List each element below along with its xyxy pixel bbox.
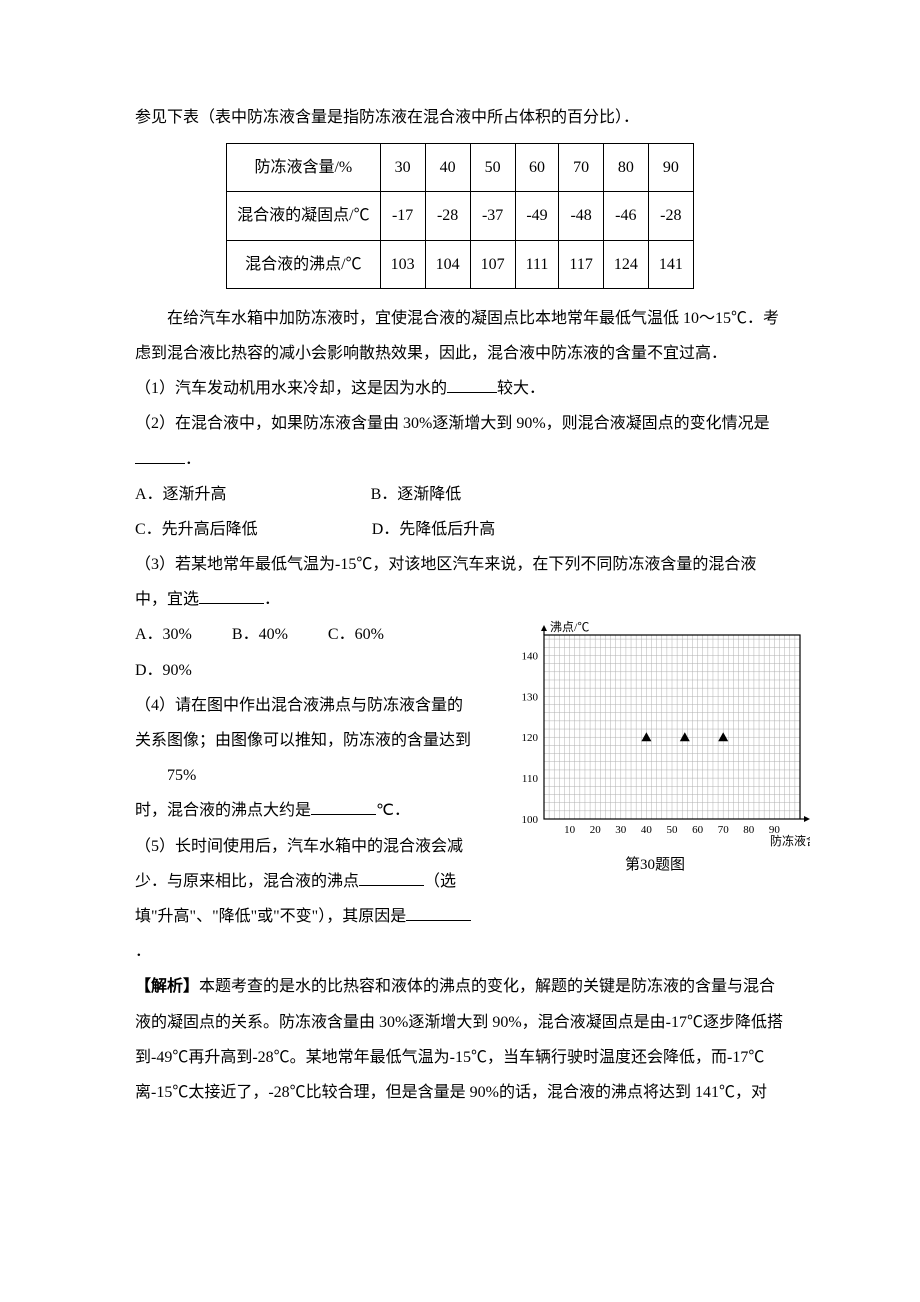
q3-options: A．30% B．40% C．60% D．90% bbox=[135, 617, 475, 687]
q1-text-b: 较大． bbox=[497, 380, 545, 397]
option-b[interactable]: B．40% bbox=[232, 617, 288, 652]
question-2: （2）在混合液中，如果防冻液含量由 30%逐渐增大到 90%，则混合液凝固点的变… bbox=[135, 406, 785, 476]
svg-text:40: 40 bbox=[641, 824, 653, 836]
q2-options-row1: A．逐渐升高 B．逐渐降低 bbox=[135, 477, 785, 512]
blank-fill[interactable] bbox=[406, 905, 471, 921]
svg-text:20: 20 bbox=[590, 824, 602, 836]
td: 111 bbox=[515, 240, 559, 288]
option-a[interactable]: A．30% bbox=[135, 617, 192, 652]
chart-figure: 102030405060708090100110120130140沸点/℃防冻液… bbox=[500, 617, 810, 882]
th: 70 bbox=[559, 144, 603, 192]
svg-text:防冻液含量/%: 防冻液含量/% bbox=[770, 833, 810, 847]
question-1: （1）汽车发动机用水来冷却，这是因为水的 较大． bbox=[135, 371, 785, 406]
svg-text:110: 110 bbox=[522, 774, 539, 786]
question-5a: （5）长时间使用后，汽车水箱中的混合液会减少．与原来相比，混合液的沸点（选填"升… bbox=[135, 829, 475, 970]
intro-text: 参见下表（表中防冻液含量是指防冻液在混合液中所占体积的百分比）． bbox=[135, 100, 785, 135]
svg-text:130: 130 bbox=[522, 692, 539, 704]
q3-text-b: ． bbox=[264, 591, 280, 608]
chart-svg: 102030405060708090100110120130140沸点/℃防冻液… bbox=[500, 617, 810, 847]
chart-text-wrap: 102030405060708090100110120130140沸点/℃防冻液… bbox=[135, 617, 785, 969]
svg-text:10: 10 bbox=[564, 824, 576, 836]
td: -48 bbox=[559, 192, 603, 240]
th: 防冻液含量/% bbox=[227, 144, 380, 192]
svg-text:60: 60 bbox=[692, 824, 704, 836]
svg-text:120: 120 bbox=[522, 733, 539, 745]
svg-text:140: 140 bbox=[522, 651, 539, 663]
td: -28 bbox=[648, 192, 693, 240]
blank-fill[interactable] bbox=[359, 870, 424, 886]
q5-text-c: ． bbox=[135, 943, 151, 960]
td: 141 bbox=[648, 240, 693, 288]
question-3: （3）若某地常年最低气温为-15℃，对该地区汽车来说，在下列不同防冻液含量的混合… bbox=[135, 547, 785, 617]
td: 103 bbox=[380, 240, 425, 288]
blank-fill[interactable] bbox=[135, 448, 185, 464]
th: 60 bbox=[515, 144, 559, 192]
blank-fill[interactable] bbox=[447, 377, 497, 393]
svg-text:80: 80 bbox=[743, 824, 755, 836]
q2-text-a: （2）在混合液中，如果防冻液含量由 30%逐渐增大到 90%，则混合液凝固点的变… bbox=[135, 415, 770, 432]
q2-text-b: ． bbox=[185, 451, 201, 468]
td: 104 bbox=[425, 240, 470, 288]
svg-text:50: 50 bbox=[667, 824, 679, 836]
antifreeze-table: 防冻液含量/% 30 40 50 60 70 80 90 混合液的凝固点/℃ -… bbox=[226, 143, 694, 289]
option-c[interactable]: C．60% bbox=[328, 617, 384, 652]
td: -37 bbox=[470, 192, 515, 240]
q1-text-a: （1）汽车发动机用水来冷却，这是因为水的 bbox=[135, 380, 447, 397]
option-c[interactable]: C．先升高后降低 bbox=[135, 512, 258, 547]
th: 50 bbox=[470, 144, 515, 192]
svg-text:100: 100 bbox=[522, 814, 539, 826]
td: -49 bbox=[515, 192, 559, 240]
question-4: （4）请在图中作出混合液沸点与防冻液含量的关系图像；由图像可以推知，防冻液的含量… bbox=[135, 688, 475, 758]
context-para: 在给汽车水箱中加防冻液时，宜使混合液的凝固点比本地常年最低气温低 10～15℃．… bbox=[135, 301, 785, 371]
td: -28 bbox=[425, 192, 470, 240]
td: -46 bbox=[603, 192, 648, 240]
option-b[interactable]: B．逐渐降低 bbox=[371, 477, 462, 512]
td: 混合液的沸点/℃ bbox=[227, 240, 380, 288]
th: 40 bbox=[425, 144, 470, 192]
chart-caption: 第30题图 bbox=[500, 849, 810, 882]
td: 117 bbox=[559, 240, 603, 288]
q2-options-row2: C．先升高后降低 D．先降低后升高 bbox=[135, 512, 785, 547]
table-row: 混合液的沸点/℃ 103 104 107 111 117 124 141 bbox=[227, 240, 694, 288]
option-a[interactable]: A．逐渐升高 bbox=[135, 477, 227, 512]
td: -17 bbox=[380, 192, 425, 240]
option-d[interactable]: D．90% bbox=[135, 653, 192, 688]
th: 90 bbox=[648, 144, 693, 192]
th: 30 bbox=[380, 144, 425, 192]
svg-text:30: 30 bbox=[615, 824, 627, 836]
analysis-text: 本题考查的是水的比热容和液体的沸点的变化，解题的关键是防冻液的含量与混合液的凝固… bbox=[135, 978, 783, 1101]
td: 124 bbox=[603, 240, 648, 288]
analysis-label: 【解析】 bbox=[135, 978, 199, 995]
blank-fill[interactable] bbox=[311, 799, 376, 815]
q4-text: （4）请在图中作出混合液沸点与防冻液含量的关系图像；由图像可以推知，防冻液的含量… bbox=[135, 697, 471, 749]
option-d[interactable]: D．先降低后升高 bbox=[372, 512, 496, 547]
analysis: 【解析】本题考查的是水的比热容和液体的沸点的变化，解题的关键是防冻液的含量与混合… bbox=[135, 969, 785, 1110]
q4-num: 75% bbox=[135, 758, 475, 793]
q4-cont: 时，混合液的沸点大约是 ℃． bbox=[135, 793, 475, 828]
q4-text-b: 时，混合液的沸点大约是 bbox=[135, 802, 311, 819]
th: 80 bbox=[603, 144, 648, 192]
svg-text:70: 70 bbox=[718, 824, 730, 836]
svg-text:沸点/℃: 沸点/℃ bbox=[550, 620, 589, 634]
td: 107 bbox=[470, 240, 515, 288]
td: 混合液的凝固点/℃ bbox=[227, 192, 380, 240]
q4-text-c: ℃． bbox=[376, 802, 410, 819]
blank-fill[interactable] bbox=[199, 588, 264, 604]
table-row: 混合液的凝固点/℃ -17 -28 -37 -49 -48 -46 -28 bbox=[227, 192, 694, 240]
table-header-row: 防冻液含量/% 30 40 50 60 70 80 90 bbox=[227, 144, 694, 192]
